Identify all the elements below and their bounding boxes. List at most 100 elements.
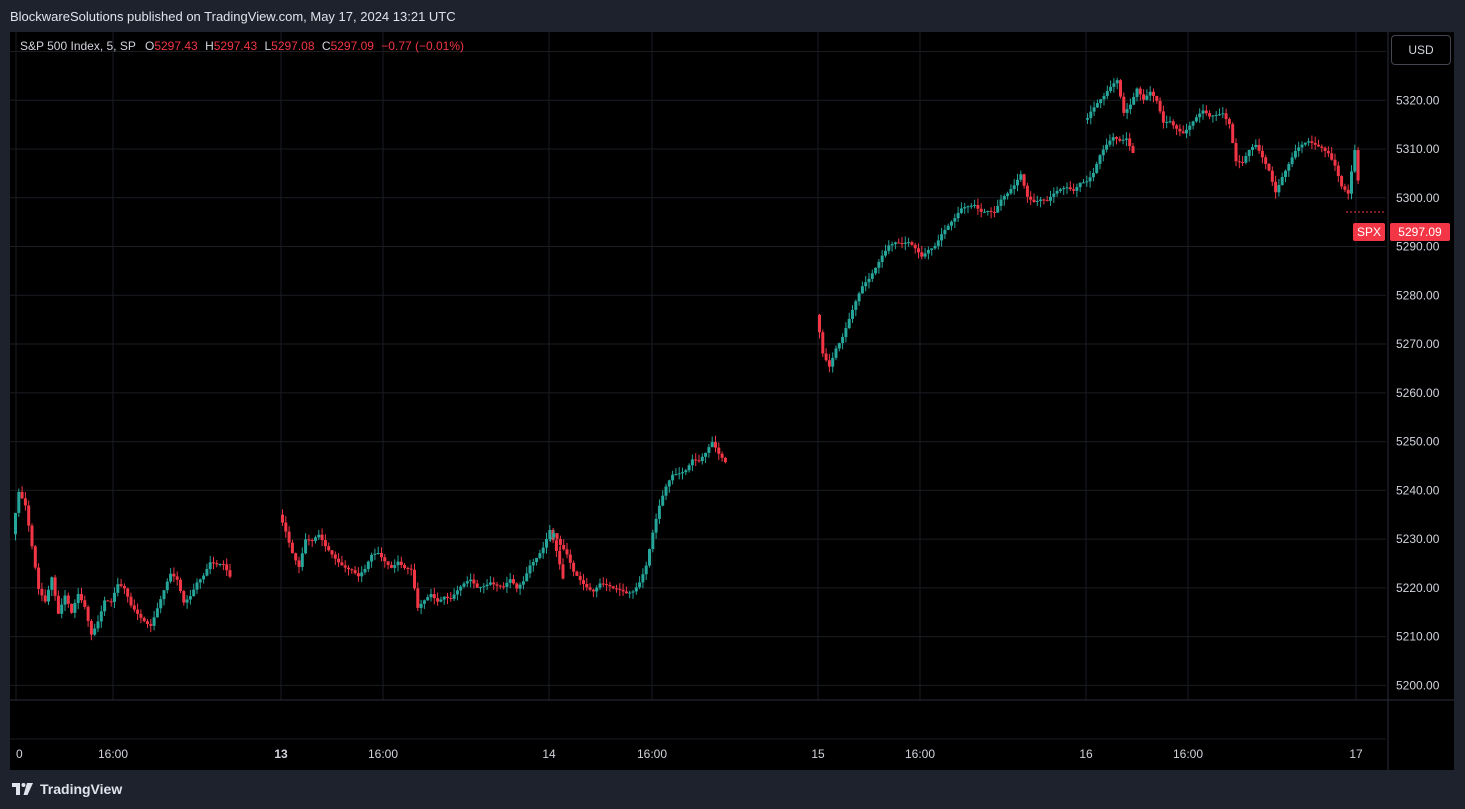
candle-body: [505, 582, 509, 587]
candle-body: [376, 552, 380, 554]
candle-body: [1142, 94, 1146, 100]
candle-body: [327, 546, 331, 551]
candle-body: [1257, 144, 1261, 151]
candle-body: [959, 208, 963, 213]
candle-body: [554, 540, 558, 551]
candle-body: [380, 552, 383, 558]
candle-body: [80, 594, 83, 601]
candle-body: [1032, 199, 1036, 202]
x-tick-label: 13: [274, 747, 288, 761]
candle-body: [572, 562, 576, 572]
candle-body: [83, 600, 87, 607]
candle-body: [700, 456, 704, 462]
candle-body: [426, 597, 430, 601]
candle-body: [910, 242, 914, 245]
candle-body: [399, 561, 403, 565]
y-tick-label: 5240.00: [1396, 483, 1440, 497]
candle-body: [442, 596, 446, 600]
candle-body: [674, 474, 678, 476]
candle-body: [356, 573, 360, 577]
candle-body: [66, 595, 70, 604]
candle-body: [831, 357, 835, 367]
legend-close: 5297.09: [330, 39, 374, 53]
candle-body: [43, 595, 47, 602]
candle-body: [1128, 138, 1132, 147]
candle-body: [1112, 83, 1116, 87]
candle-body: [96, 621, 100, 629]
legend-symbol: S&P 500 Index, 5, SP: [20, 39, 136, 53]
candle-body: [538, 553, 542, 558]
chart-frame[interactable]: 5200.00 5210.00 5220.00 5230.00 5240.00 5250.…: [10, 32, 1454, 770]
candle-body: [1035, 201, 1039, 203]
candle-body: [498, 585, 502, 587]
candle-body: [697, 460, 701, 462]
candle-body: [27, 505, 31, 526]
candle-body: [287, 531, 291, 543]
candle-body: [1346, 189, 1350, 194]
candle-body: [1247, 149, 1251, 157]
candle-body: [624, 591, 628, 594]
candle-body: [383, 557, 387, 562]
candle-body: [595, 587, 599, 592]
y-tick-label: 5230.00: [1396, 532, 1440, 546]
candle-body: [1181, 131, 1185, 134]
candle-body: [1135, 88, 1139, 97]
candle-body: [907, 242, 911, 244]
candle-body: [528, 565, 532, 574]
candle-body: [113, 592, 116, 602]
candle-body: [874, 267, 878, 274]
candle-body: [973, 204, 977, 206]
candle-body: [1152, 91, 1155, 96]
candle-body: [1188, 125, 1192, 130]
candle-body: [162, 590, 166, 600]
candle-body: [605, 584, 609, 586]
candle-body: [1095, 103, 1099, 108]
candle-body: [857, 293, 861, 302]
footer: [0, 770, 1465, 809]
candle-body: [1254, 144, 1258, 148]
candle-body: [33, 546, 37, 568]
candle-body: [621, 589, 625, 592]
candle-body: [290, 542, 294, 554]
candle-body: [449, 598, 453, 600]
x-tick-label: 0: [16, 747, 23, 761]
currency-button[interactable]: USD: [1391, 35, 1451, 65]
candle-body: [333, 554, 337, 559]
last-price-tag: 5297.09: [1390, 223, 1450, 241]
candle-body: [337, 558, 341, 563]
candle-body: [122, 585, 126, 589]
candle-body: [548, 529, 552, 540]
candlestick-chart[interactable]: 5200.00 5210.00 5220.00 5230.00 5240.00 5250.…: [10, 32, 1454, 770]
x-tick-label: 16:00: [98, 747, 128, 761]
candle-body: [1267, 163, 1271, 171]
candle-body: [1280, 176, 1284, 186]
candle-body: [149, 623, 153, 626]
candle-body: [1307, 141, 1311, 143]
candle-body: [1317, 144, 1320, 147]
candle-body: [720, 453, 724, 458]
candle-body: [1313, 142, 1317, 145]
x-tick-label: 16:00: [905, 747, 935, 761]
legend-change: −0.77 (−0.01%): [381, 39, 465, 53]
candle-body: [1022, 174, 1026, 186]
candle-body: [169, 573, 173, 582]
candle-body: [1012, 185, 1016, 190]
candle-body: [651, 532, 655, 550]
candle-body: [485, 584, 489, 587]
candle-body: [389, 564, 393, 568]
candle-body: [373, 553, 377, 555]
candle-body: [525, 573, 529, 582]
candle-body: [1042, 199, 1046, 201]
last-price-symbol-tag: SPX: [1353, 223, 1385, 241]
candle-body: [1002, 196, 1006, 200]
candle-body: [1340, 176, 1344, 187]
tradingview-logo[interactable]: TradingView: [12, 781, 122, 797]
candle-body: [657, 505, 661, 519]
candle-body: [552, 533, 556, 538]
candle-body: [165, 581, 169, 591]
candle-body: [1095, 163, 1099, 174]
candle-body: [106, 600, 110, 602]
candle-body: [986, 210, 990, 212]
candle-body: [182, 591, 186, 603]
candle-body: [139, 613, 143, 618]
